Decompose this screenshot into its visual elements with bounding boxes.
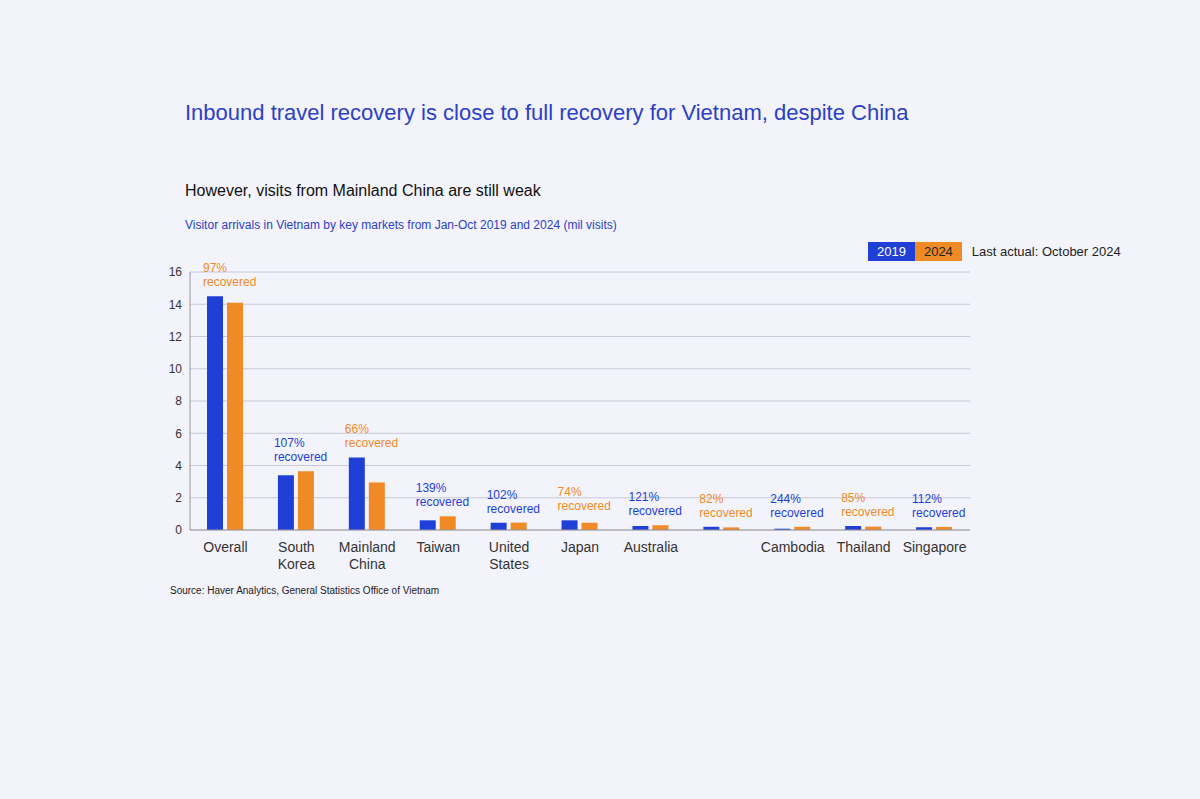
svg-text:121%recovered: 121%recovered [628,490,681,518]
svg-text:102%recovered: 102%recovered [487,488,540,516]
svg-text:2: 2 [175,491,182,505]
svg-text:10: 10 [169,362,183,376]
svg-text:112%recovered: 112%recovered [912,492,965,520]
svg-text:Overall: Overall [203,539,247,555]
svg-text:16: 16 [169,265,183,279]
svg-text:Taiwan: Taiwan [416,539,460,555]
svg-text:Singapore: Singapore [903,539,967,555]
svg-text:74%recovered: 74%recovered [558,485,611,513]
svg-text:Japan: Japan [561,539,599,555]
html-text:However, visits from Mainland: However, visits from Mainland China are … [185,182,541,199]
svg-text:Australia: Australia [624,539,679,555]
svg-text:85%recovered: 85%recovered [841,491,894,519]
svg-text:14: 14 [169,298,183,312]
html-text:Last actual: October 2024: Last actual: October 2024 [971,244,1121,259]
html-text:2024: 2024 [923,244,953,259]
svg-text:107%recovered: 107%recovered [274,436,327,464]
svg-text:Thailand: Thailand [837,539,891,555]
svg-text:97%recovered: 97%recovered [203,262,256,289]
svg-text:244%recovered: 244%recovered [770,492,823,520]
svg-text:SouthKorea: SouthKorea [278,539,316,572]
svg-text:8: 8 [175,394,182,408]
svg-text:MainlandChina: MainlandChina [339,539,396,572]
svg-text:82%recovered: 82%recovered [699,492,752,520]
svg-text:4: 4 [175,459,182,473]
svg-text:6: 6 [175,427,182,441]
html-text:2019: 2019 [877,244,906,259]
svg-text:12: 12 [169,330,183,344]
html-text:Visitor arrivals in Vietnam by: Visitor arrivals in Vietnam by key marke… [185,218,617,232]
svg-text:0: 0 [175,523,182,537]
svg-text:139%recovered: 139%recovered [416,481,469,509]
svg-text:UnitedStates: UnitedStates [489,539,529,572]
svg-text:66%recovered: 66%recovered [345,422,398,450]
html-text:Source: Haver Analytics, Gener: Source: Haver Analytics, General Statist… [170,585,440,596]
svg-text:Cambodia: Cambodia [761,539,825,555]
html-text:Inbound travel recovery is clo: Inbound travel recovery is close to full… [185,100,909,125]
